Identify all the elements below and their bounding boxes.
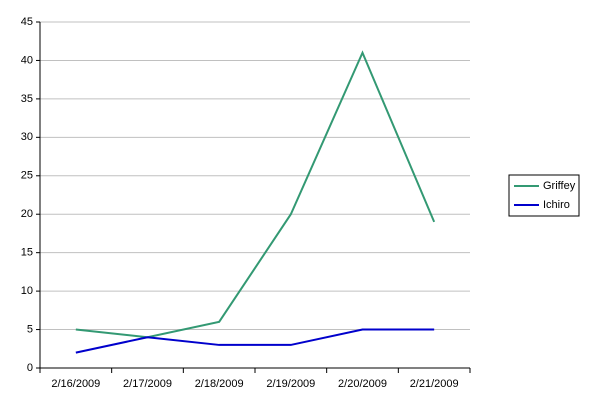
y-tick-label: 25: [21, 170, 33, 182]
x-tick-label: 2/17/2009: [123, 378, 172, 390]
y-tick-label: 35: [21, 93, 33, 105]
y-tick-label: 5: [27, 323, 33, 335]
y-tick-label: 45: [21, 16, 33, 28]
x-tick-label: 2/18/2009: [195, 378, 244, 390]
y-tick-label: 10: [21, 285, 33, 297]
x-tick-label: 2/20/2009: [338, 378, 387, 390]
y-tick-label: 40: [21, 54, 33, 66]
y-tick-label: 20: [21, 208, 33, 220]
x-tick-label: 2/21/2009: [410, 378, 459, 390]
y-tick-label: 30: [21, 131, 33, 143]
x-tick-label: 2/19/2009: [266, 378, 315, 390]
y-tick-label: 15: [21, 247, 33, 259]
y-tick-label: 0: [27, 362, 33, 374]
line-series: [75, 328, 435, 354]
legend-box: [508, 174, 580, 217]
x-tick-label: 2/16/2009: [51, 378, 100, 390]
legend-label: Ichiro: [543, 199, 570, 211]
legend-label: Griffey: [543, 180, 576, 192]
line-series: [75, 50, 436, 339]
